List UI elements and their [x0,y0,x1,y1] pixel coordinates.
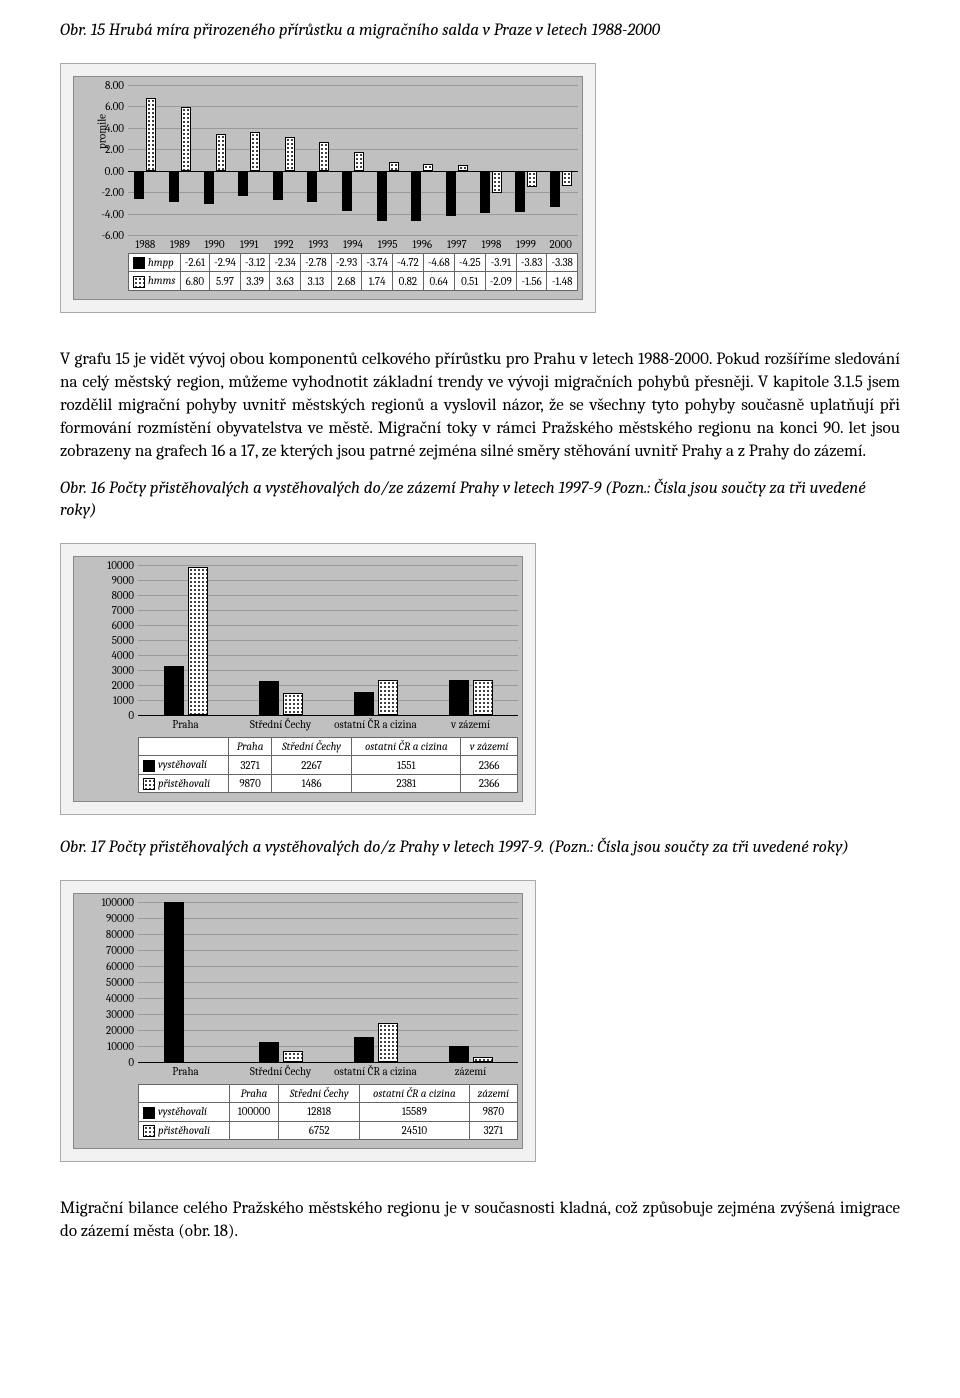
chart-15: promile-6.00-4.00-2.000.002.004.006.008.… [73,76,583,300]
figure-caption-15: Obr. 15 Hrubá míra přirozeného přírůstku… [60,20,900,43]
figure-caption-16: Obr. 16 Počty přistěhovalých a vystěhova… [60,478,900,524]
paragraph-2: Migrační bilance celého Pražského městsk… [60,1198,900,1244]
paragraph-1: V grafu 15 je vidět vývoj obou komponent… [60,349,900,464]
figure-caption-17: Obr. 17 Počty přistěhovalých a vystěhova… [60,837,900,860]
chart-16-container: 0100020003000400050006000700080009000100… [60,543,536,815]
chart-17-container: 0100002000030000400005000060000700008000… [60,880,536,1162]
chart-16: 0100020003000400050006000700080009000100… [73,556,523,802]
chart-17: 0100002000030000400005000060000700008000… [73,893,523,1149]
chart-15-container: promile-6.00-4.00-2.000.002.004.006.008.… [60,63,596,313]
